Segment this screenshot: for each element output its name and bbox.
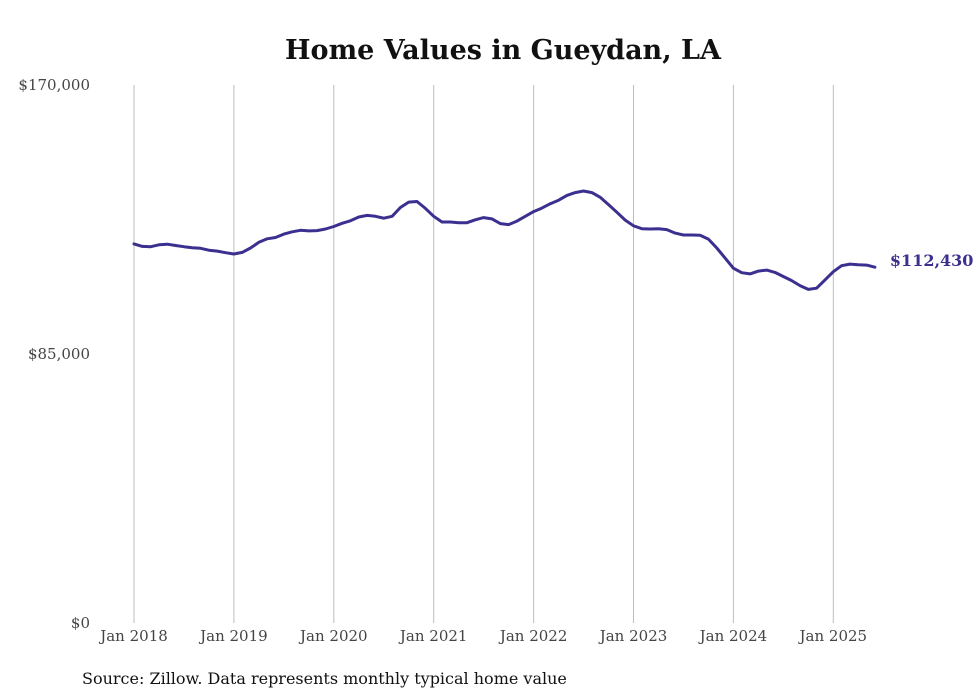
x-tick-label: Jan 2024 <box>698 627 768 645</box>
x-tick-label: Jan 2020 <box>298 627 368 645</box>
y-axis: $0 $85,000 $170,000 <box>18 76 90 632</box>
x-tick-label: Jan 2021 <box>398 627 468 645</box>
series-layer <box>132 189 877 291</box>
x-tick-label: Jan 2025 <box>798 627 868 645</box>
x-axis: Jan 2018 Jan 2019 Jan 2020 Jan 2021 Jan 2022… <box>98 627 867 645</box>
chart-title: Home Values in Gueydan, LA <box>285 35 722 66</box>
end-value-label: $112,430 <box>890 251 974 270</box>
home-value-line <box>132 189 877 291</box>
x-tick-label: Jan 2019 <box>198 627 268 645</box>
grid-layer <box>133 85 834 623</box>
y-tick-label: $85,000 <box>28 345 90 363</box>
x-tick-label: Jan 2023 <box>598 627 668 645</box>
x-tick-label: Jan 2018 <box>98 627 168 645</box>
source-note: Source: Zillow. Data represents monthly … <box>82 669 567 688</box>
y-tick-label: $0 <box>71 614 90 632</box>
x-tick-label: Jan 2022 <box>498 627 568 645</box>
y-tick-label: $170,000 <box>18 76 90 94</box>
